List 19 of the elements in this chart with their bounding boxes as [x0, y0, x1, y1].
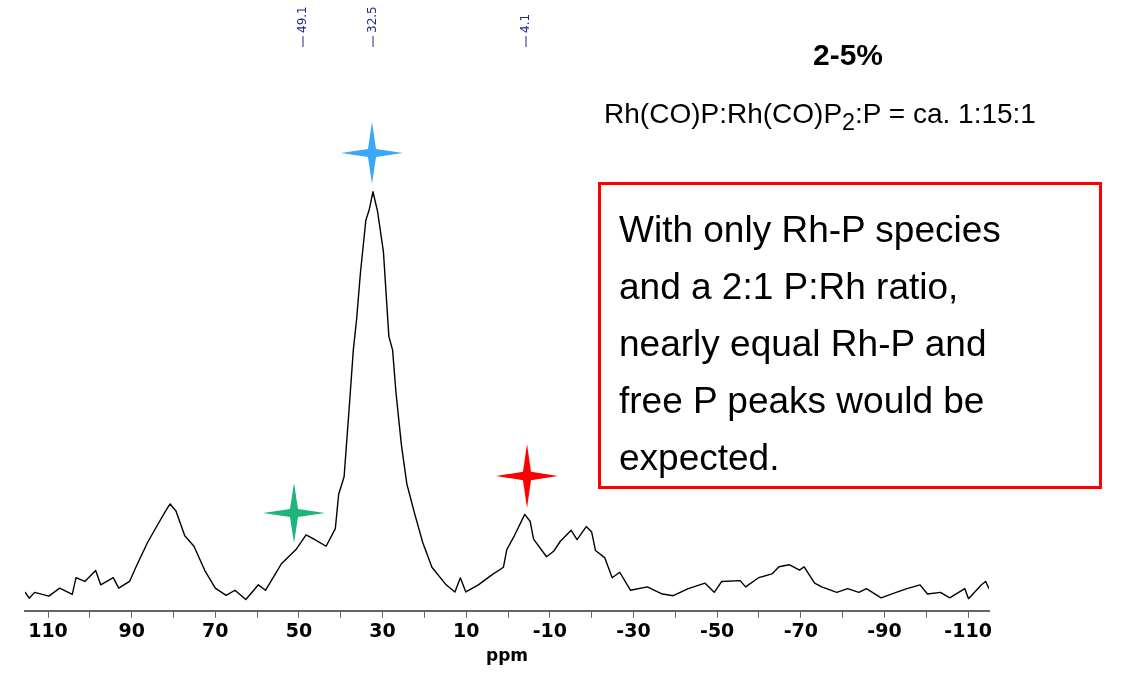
text-box: With only Rh-P species and a 2:1 P:Rh ratio, nearly equal Rh-P and free P peaks would be expected.: [598, 182, 1102, 489]
x-tick-label: -110: [944, 619, 992, 642]
x-tick-label: -10: [532, 619, 568, 642]
x-tick-label: -50: [699, 619, 735, 642]
x-tick-label: -70: [783, 619, 818, 642]
x-tick-label: 70: [202, 619, 229, 642]
x-tick-label: 10: [453, 619, 480, 642]
x-tick-label: -90: [867, 619, 902, 642]
text: 4.1: [518, 13, 533, 33]
x-tick-label: 110: [28, 619, 68, 642]
chart-title: 2-5%: [811, 38, 884, 72]
text: 32.5: [365, 6, 380, 33]
x-tick-label: 90: [118, 619, 145, 642]
chart-subtitle: Rh(CO)P:Rh(CO)P$_{2}$:P = ca. 1:15:1: [603, 98, 1037, 136]
x-tick-label: 30: [369, 619, 396, 642]
x-tick-label: -30: [616, 619, 651, 642]
x-axis-title: ppm: [485, 645, 529, 666]
x-tick-label: 50: [285, 619, 313, 642]
text: 49.1: [295, 6, 310, 33]
